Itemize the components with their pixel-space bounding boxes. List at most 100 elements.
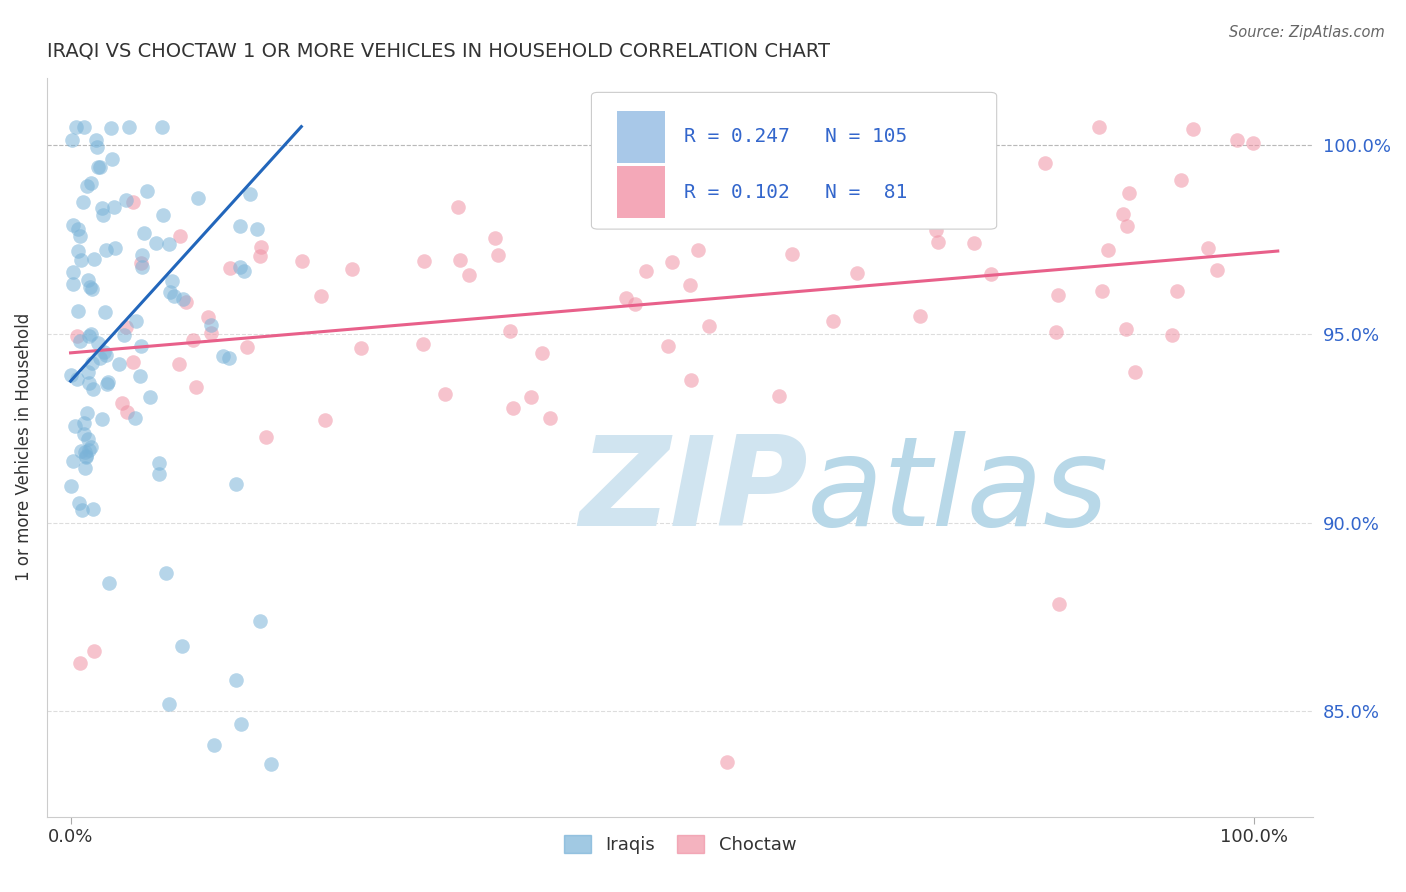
Point	[1241, 136, 1264, 151]
Point	[76, 406, 98, 420]
Point	[1226, 133, 1249, 147]
Point	[980, 267, 1002, 281]
Point	[67, 496, 90, 510]
Point	[249, 249, 271, 263]
Point	[148, 467, 170, 481]
Point	[83, 644, 105, 658]
Point	[100, 120, 122, 135]
Point	[157, 697, 180, 711]
Point	[1118, 186, 1140, 200]
Point	[60, 368, 83, 383]
Point	[413, 253, 436, 268]
Point	[314, 412, 336, 426]
Point	[125, 313, 148, 327]
Point	[70, 444, 93, 458]
Point	[157, 237, 180, 252]
Y-axis label: 1 or more Vehicles in Household: 1 or more Vehicles in Household	[15, 313, 32, 582]
Point	[259, 756, 281, 771]
Point	[200, 326, 222, 340]
Point	[1161, 328, 1184, 343]
Point	[77, 376, 100, 391]
Point	[170, 639, 193, 653]
Point	[124, 410, 146, 425]
Point	[160, 273, 183, 287]
Point	[63, 418, 86, 433]
Point	[681, 373, 703, 387]
FancyBboxPatch shape	[592, 93, 997, 229]
Point	[121, 355, 143, 369]
Point	[76, 432, 98, 446]
Point	[87, 161, 110, 175]
Point	[75, 450, 97, 464]
Point	[229, 219, 252, 233]
Point	[169, 229, 191, 244]
Point	[484, 231, 506, 245]
Point	[716, 756, 738, 770]
Text: IRAQI VS CHOCTAW 1 OR MORE VEHICLES IN HOUSEHOLD CORRELATION CHART: IRAQI VS CHOCTAW 1 OR MORE VEHICLES IN H…	[46, 42, 830, 61]
Point	[821, 313, 844, 327]
Point	[1116, 219, 1139, 233]
Point	[70, 502, 93, 516]
Point	[67, 222, 90, 236]
Point	[129, 339, 152, 353]
Point	[724, 187, 747, 202]
Point	[433, 387, 456, 401]
Point	[103, 200, 125, 214]
Point	[254, 429, 277, 443]
Point	[83, 252, 105, 266]
Text: atlas: atlas	[807, 431, 1109, 552]
Point	[66, 303, 89, 318]
Point	[132, 227, 155, 241]
Point	[159, 285, 181, 300]
Point	[1197, 241, 1219, 255]
Point	[768, 388, 790, 402]
Text: R = 0.102   N =  81: R = 0.102 N = 81	[683, 183, 907, 202]
Point	[86, 140, 108, 154]
Point	[236, 340, 259, 354]
Point	[67, 244, 90, 259]
Point	[184, 380, 207, 394]
Point	[135, 184, 157, 198]
Point	[412, 337, 434, 351]
Point	[229, 260, 252, 274]
Point	[93, 305, 115, 319]
Point	[73, 120, 96, 134]
Point	[531, 346, 554, 360]
Point	[846, 266, 869, 280]
Point	[107, 357, 129, 371]
Point	[229, 717, 252, 731]
Point	[62, 265, 84, 279]
Point	[167, 358, 190, 372]
Point	[780, 246, 803, 260]
Point	[616, 291, 638, 305]
Point	[82, 382, 104, 396]
Point	[350, 341, 373, 355]
Point	[219, 260, 242, 275]
Point	[62, 454, 84, 468]
Point	[927, 235, 949, 249]
Point	[657, 339, 679, 353]
Point	[89, 351, 111, 365]
Point	[447, 200, 470, 214]
Point	[246, 221, 269, 235]
Text: ZIP: ZIP	[579, 431, 807, 552]
Point	[96, 376, 118, 391]
Point	[76, 178, 98, 193]
Point	[1112, 207, 1135, 221]
Point	[84, 133, 107, 147]
Point	[69, 252, 91, 267]
Point	[172, 293, 194, 307]
Text: Source: ZipAtlas.com: Source: ZipAtlas.com	[1229, 25, 1385, 40]
Point	[1088, 120, 1111, 134]
Point	[69, 657, 91, 671]
Point	[661, 255, 683, 269]
Point	[73, 444, 96, 458]
Point	[69, 334, 91, 348]
Point	[139, 390, 162, 404]
Point	[176, 295, 198, 310]
Point	[79, 443, 101, 458]
Point	[65, 120, 87, 134]
Point	[449, 253, 471, 268]
Point	[77, 273, 100, 287]
Point	[1047, 597, 1070, 611]
